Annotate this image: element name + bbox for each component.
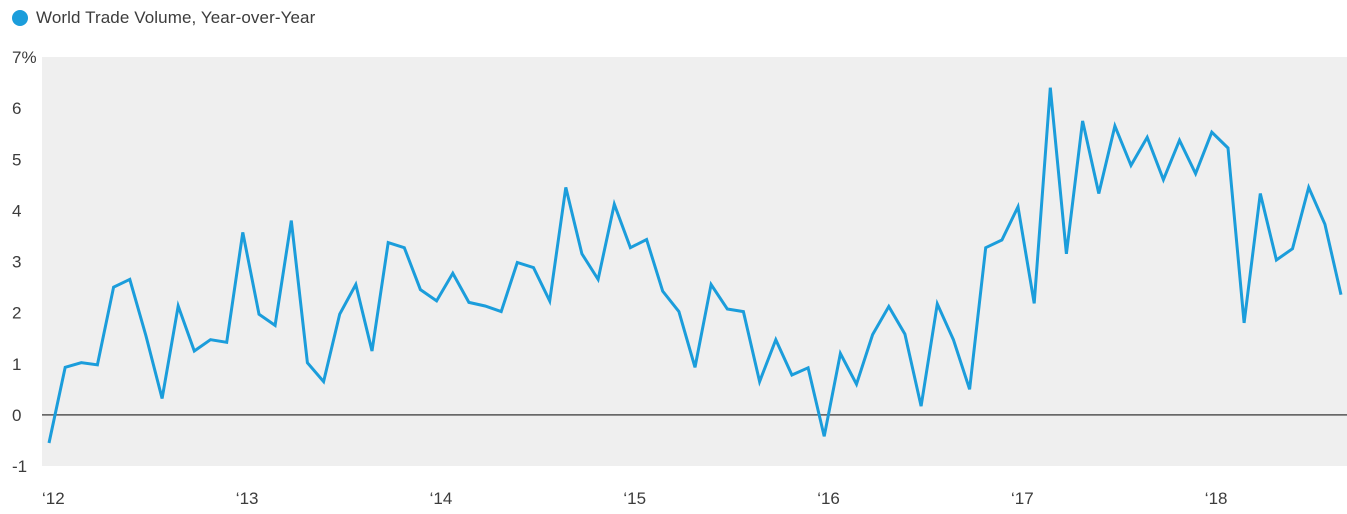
y-tick-label: 2 — [12, 304, 21, 323]
y-tick-label: 5 — [12, 150, 21, 169]
y-tick-label: -1 — [12, 457, 27, 476]
legend: World Trade Volume, Year-over-Year — [12, 6, 315, 30]
x-tick-label: ‘12 — [42, 489, 65, 508]
y-tick-label: 0 — [12, 406, 21, 425]
series-line-world-trade-volume — [47, 87, 1343, 444]
y-tick-label: 3 — [12, 253, 21, 272]
y-tick-label: 7% — [12, 48, 37, 67]
x-tick-label: ‘13 — [236, 489, 259, 508]
y-axis-ticks: -1 0 1 2 3 4 5 6 7% — [12, 48, 37, 476]
x-tick-label: ‘15 — [623, 489, 646, 508]
y-tick-label: 6 — [12, 99, 21, 118]
y-tick-label: 1 — [12, 355, 21, 374]
plot-area — [42, 57, 1347, 466]
y-tick-label: 4 — [12, 201, 21, 220]
x-tick-label: ‘18 — [1205, 489, 1228, 508]
x-tick-label: ‘17 — [1011, 489, 1034, 508]
x-tick-label: ‘14 — [430, 489, 453, 508]
legend-marker — [12, 10, 28, 26]
x-tick-label: ‘16 — [817, 489, 840, 508]
legend-label: World Trade Volume, Year-over-Year — [36, 8, 316, 27]
x-axis-ticks: ‘12 ‘13 ‘14 ‘15 ‘16 ‘17 ‘18 — [42, 489, 1227, 508]
